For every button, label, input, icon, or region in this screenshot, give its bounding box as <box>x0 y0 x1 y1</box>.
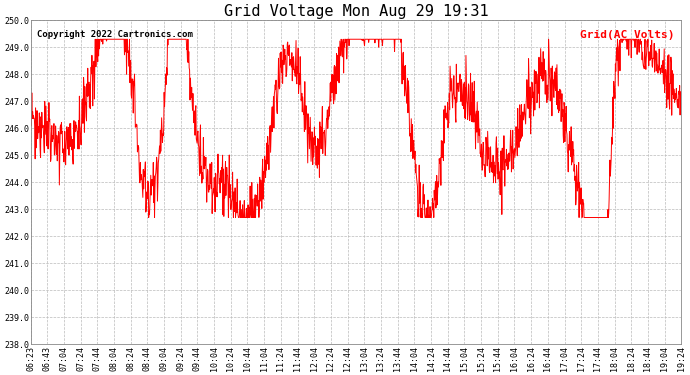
Text: Grid(AC Volts): Grid(AC Volts) <box>580 30 675 40</box>
Text: Copyright 2022 Cartronics.com: Copyright 2022 Cartronics.com <box>37 30 193 39</box>
Title: Grid Voltage Mon Aug 29 19:31: Grid Voltage Mon Aug 29 19:31 <box>224 4 489 19</box>
